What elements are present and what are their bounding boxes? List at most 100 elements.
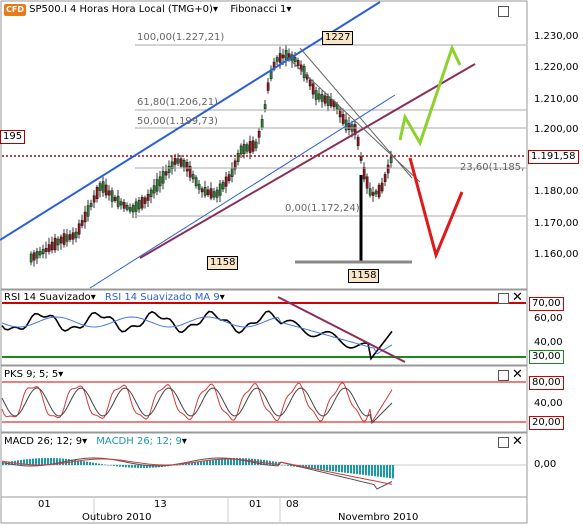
main-title-dropdown-icon[interactable]: ▾: [212, 4, 218, 15]
candle-body: [119, 201, 123, 206]
candle-body: [152, 185, 156, 194]
candle-body: [89, 203, 93, 207]
rsi-dropdown-icon[interactable]: ▾: [90, 292, 96, 303]
macd-histogram-bar: [362, 465, 364, 475]
pks-k-line: [1, 381, 393, 424]
time-day-13: 13: [154, 499, 167, 510]
macd-maximize-button[interactable]: [498, 437, 509, 448]
macd-histogram-bar: [32, 458, 34, 465]
y-tick-1230: 1.230,00: [534, 31, 579, 42]
y-tick-1180: 1.180,00: [534, 186, 579, 197]
candle-body: [230, 168, 234, 177]
macd-histogram-bar: [122, 465, 124, 467]
macd-histogram-bar: [140, 465, 142, 468]
candle-body: [362, 167, 366, 180]
rsi-tick-40: 40,00: [534, 337, 563, 348]
candle-body: [101, 181, 105, 193]
macd-histogram-bar: [380, 465, 382, 477]
candle-body: [383, 174, 387, 182]
time-day-08: 08: [286, 499, 299, 510]
macd-close-icon[interactable]: ✕: [512, 434, 523, 449]
macd-histogram-bar: [392, 465, 394, 479]
macd-histogram-bar: [128, 465, 130, 468]
downtrend-line-2: [284, 54, 421, 183]
candle-body: [44, 248, 48, 252]
macd-line: [1, 457, 393, 490]
fibonacci-label[interactable]: Fibonacci 1: [230, 4, 287, 15]
candle-body: [311, 83, 315, 95]
candle-body: [32, 252, 36, 261]
macd-histogram-bar: [110, 465, 112, 466]
candle-body: [47, 244, 51, 252]
rsi-tick-70: 70,00: [529, 297, 564, 311]
low-price-tag-1: 1158: [207, 256, 239, 270]
candle-body: [200, 188, 204, 193]
channel-upper-line: [0, 1, 381, 241]
pks-title[interactable]: PKS 9; 5; 5: [4, 369, 59, 380]
candle-body: [74, 231, 78, 239]
rsi-maximize-button[interactable]: [498, 293, 509, 304]
macdh-title[interactable]: MACDH 26; 12; 9: [96, 436, 182, 447]
candle-body: [71, 232, 75, 240]
pks-close-icon[interactable]: ✕: [512, 367, 523, 382]
fibonacci-dropdown-icon[interactable]: ▾: [286, 4, 292, 15]
candle-body: [59, 236, 63, 244]
macd-dropdown-icon[interactable]: ▾: [82, 436, 88, 447]
candle-body: [53, 237, 57, 251]
macd-histogram-bar: [44, 458, 46, 465]
candle-body: [233, 160, 237, 170]
macd-title[interactable]: MACD 26; 12; 9: [4, 436, 83, 447]
rsi-ma-title[interactable]: RSI 14 Suavizado MA 9: [104, 292, 220, 303]
rsi-ma-dropdown-icon[interactable]: ▾: [219, 292, 225, 303]
macd-histogram-bar: [77, 460, 79, 465]
macd-histogram-bar: [65, 458, 67, 465]
candle-body: [110, 190, 114, 202]
candle-body: [257, 131, 261, 138]
macd-histogram-bar: [269, 460, 271, 465]
candle-body: [62, 233, 66, 245]
candle-body: [179, 158, 183, 167]
candle-body: [41, 249, 45, 255]
candle-body: [185, 162, 189, 172]
macd-histogram-bar: [197, 461, 199, 465]
macd-histogram-bar: [374, 465, 376, 477]
pks-maximize-button[interactable]: [498, 370, 509, 381]
candle-body: [116, 195, 120, 207]
candle-body: [236, 153, 240, 162]
macdh-dropdown-icon[interactable]: ▾: [181, 436, 187, 447]
candle-body: [38, 251, 42, 256]
macd-histogram-bar: [275, 461, 277, 465]
channel-lower-line: [89, 94, 396, 289]
candle-body: [341, 114, 345, 124]
macd-histogram-bar: [101, 464, 103, 465]
candle-body: [380, 182, 384, 192]
candle-body: [173, 157, 177, 165]
pks-dropdown-icon[interactable]: ▾: [58, 369, 64, 380]
candle-body: [29, 253, 33, 263]
macd-histogram-bar: [92, 462, 94, 465]
macd-histogram-bar: [377, 465, 379, 477]
macd-histogram-bar: [41, 458, 43, 465]
macd-histogram-bar: [308, 465, 310, 469]
time-month-october: Outubro 2010: [82, 512, 152, 523]
candle-body: [104, 184, 108, 196]
candle-body: [275, 57, 279, 62]
macd-histogram-bar: [20, 459, 22, 465]
candle-body: [221, 182, 225, 190]
main-title[interactable]: SP500.I 4 Horas Hora Local (TMG+0): [29, 4, 213, 15]
rsi-title[interactable]: RSI 14 Suavizado: [4, 292, 91, 303]
candle-body: [83, 211, 87, 223]
candle-body: [239, 145, 243, 155]
macd-histogram-bar: [59, 458, 61, 465]
pks-panel: [0, 365, 528, 433]
main-maximize-button[interactable]: [498, 6, 509, 17]
rsi-ma-line: [1, 316, 393, 355]
forecast-red-path: [408, 157, 464, 260]
y-tick-1220: 1.220,00: [534, 62, 579, 73]
macd-histogram-bar: [338, 465, 340, 472]
current-price-badge: 1.191,58: [528, 150, 579, 164]
day-separators: [93, 497, 281, 523]
macd-histogram-bar: [227, 458, 229, 465]
rsi-close-icon[interactable]: ✕: [512, 290, 523, 305]
macd-histogram-bar: [137, 465, 139, 468]
